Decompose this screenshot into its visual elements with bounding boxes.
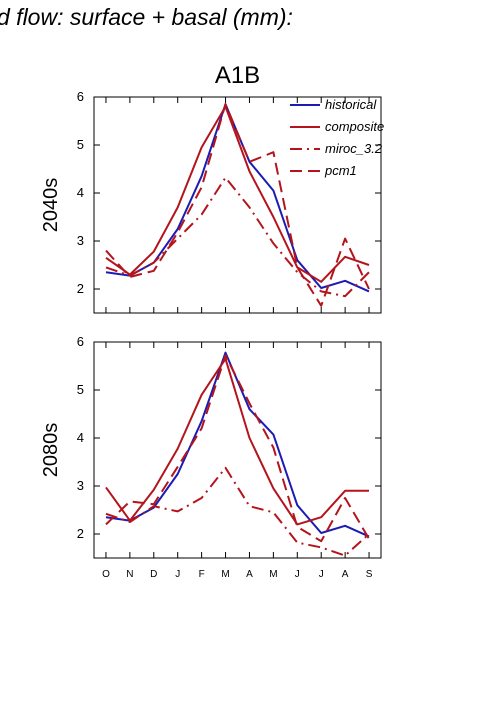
- legend: historical composite miroc_3.2 pcm1: [290, 97, 384, 178]
- legend-label: miroc_3.2: [325, 141, 383, 156]
- series-line-pcm1: [105, 103, 370, 307]
- series-line-composite: [105, 357, 369, 526]
- legend-label: pcm1: [324, 163, 357, 178]
- plot-frame: [93, 96, 382, 314]
- x-tick-label: D: [150, 569, 157, 580]
- series-line-composite: [105, 105, 370, 283]
- chart-title: A1B: [215, 62, 260, 89]
- y-tick-label: 5: [77, 382, 84, 397]
- y-tick-label: 3: [77, 233, 84, 248]
- y-tick-label: 2: [77, 281, 84, 296]
- y-tick-label: 4: [77, 430, 84, 445]
- page-title: d flow: surface + basal (mm):: [0, 4, 293, 30]
- y-axis-label: 2080s: [40, 423, 62, 478]
- series-line-miroc-3-2: [105, 466, 370, 557]
- legend-label: composite: [325, 119, 384, 134]
- y-tick-label: 5: [77, 137, 84, 152]
- x-tick-label: O: [102, 569, 110, 580]
- chart-panel-2: 2 3 4 5 6 O N D J F M A M J J A S 2080s: [40, 334, 382, 580]
- y-tick-label: 2: [77, 526, 84, 541]
- x-tick-label: S: [366, 569, 373, 580]
- x-tick-label: J: [319, 569, 324, 580]
- y-tick-label: 3: [77, 478, 84, 493]
- x-tick-label: A: [342, 569, 349, 580]
- x-tick-label: J: [175, 569, 180, 580]
- y-axis-label: 2040s: [40, 178, 62, 233]
- plot-frame: [93, 341, 382, 559]
- x-tick-label: N: [126, 569, 133, 580]
- y-tick-label: 6: [77, 89, 84, 104]
- y-tick-label: 4: [77, 185, 84, 200]
- legend-label: historical: [325, 97, 377, 112]
- y-tick-label: 6: [77, 334, 84, 349]
- x-tick-label: M: [221, 569, 229, 580]
- x-tick-label: M: [269, 569, 277, 580]
- x-tick-label: A: [246, 569, 253, 580]
- x-tick-label: F: [199, 569, 205, 580]
- x-tick-label: J: [295, 569, 300, 580]
- series-line-miroc-3-2: [105, 176, 370, 298]
- chart-panel-1: 2 3 4 5 6 A1B 2040s historical composite miroc_3.…: [40, 62, 384, 314]
